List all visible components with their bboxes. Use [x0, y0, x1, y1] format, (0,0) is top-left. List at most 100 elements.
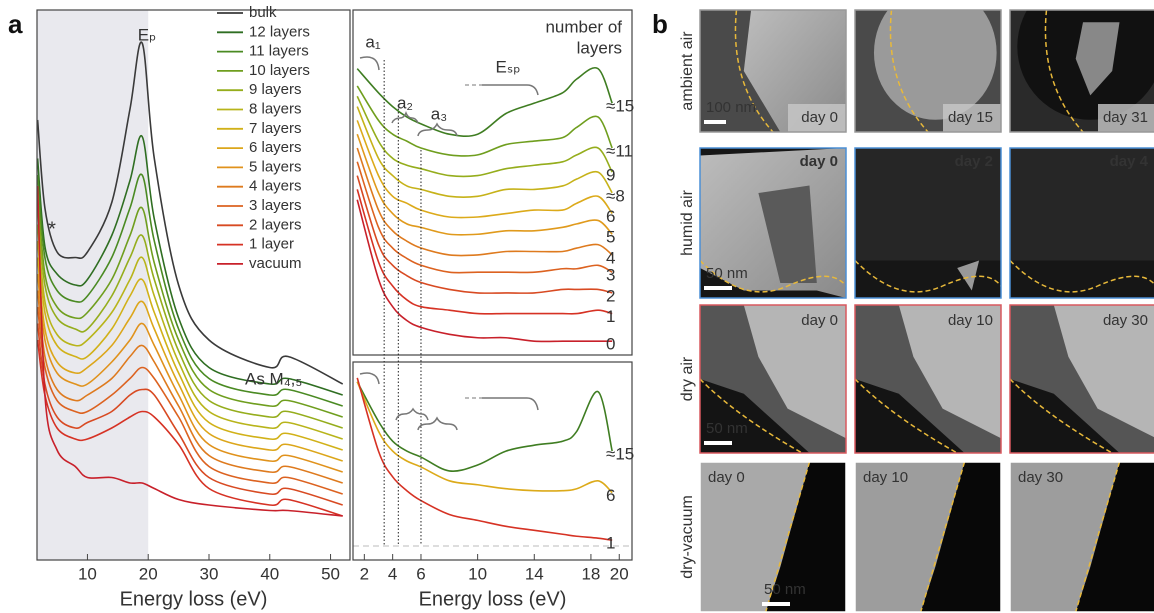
- spectrum-line: [36, 240, 343, 451]
- flake: [743, 10, 846, 132]
- scale-bar-label: 100 nm: [706, 99, 756, 116]
- frame-border: [854, 461, 1002, 613]
- x-axis-label: Energy loss (eV): [120, 588, 268, 610]
- scale-bar-label: 50 nm: [706, 265, 748, 282]
- plot-frame: [352, 361, 633, 561]
- day-label: day 30: [1103, 312, 1148, 329]
- bracket: [417, 122, 458, 137]
- x-tick-label: 20: [139, 564, 158, 583]
- legend-label: vacuum: [249, 255, 302, 272]
- legend-label: 10 layers: [249, 62, 310, 79]
- spectrum-line: [356, 133, 613, 236]
- x-tick-label: 10: [78, 564, 97, 583]
- spectrum-line: [36, 290, 343, 484]
- edge-line: [1010, 259, 1154, 293]
- image-frame: day 30: [1010, 305, 1154, 453]
- noise: [855, 148, 1001, 261]
- flake: [957, 260, 980, 291]
- noise: [1010, 148, 1154, 261]
- annotation: As M₄,₅: [245, 369, 302, 388]
- day-label: day 0: [800, 153, 838, 170]
- row-label: ambient air: [679, 31, 696, 111]
- legend-title: layers: [577, 38, 622, 57]
- frame-border: [1009, 9, 1154, 133]
- edge-line: [1044, 10, 1084, 132]
- x-tick-label: 14: [525, 564, 544, 583]
- series-label: 0: [606, 335, 615, 354]
- image-frame: day 0: [700, 462, 846, 612]
- spectrum-line: [36, 207, 343, 429]
- image-frame: day 0: [700, 148, 846, 298]
- legend-label: 3 layers: [249, 197, 302, 214]
- legend-label: 12 layers: [249, 23, 310, 40]
- flake: [873, 10, 997, 120]
- image-frame: day 31: [1010, 10, 1154, 132]
- series-label: 6: [606, 207, 615, 226]
- spectrum-line: [356, 95, 613, 178]
- edge-line: [1074, 462, 1121, 612]
- legend-label: 2 layers: [249, 216, 302, 233]
- legend-label: 7 layers: [249, 120, 302, 137]
- spectrum-line: [356, 161, 613, 274]
- edge-line: [855, 259, 1001, 293]
- annotation: *: [48, 218, 56, 240]
- series-label: 3: [606, 266, 615, 285]
- day-label: day 4: [1110, 153, 1149, 170]
- legend-label: 6 layers: [249, 139, 302, 156]
- flake: [1053, 305, 1154, 438]
- shaded-region: [37, 10, 149, 560]
- day-label: day 10: [863, 469, 908, 486]
- series-label: 1: [606, 534, 615, 553]
- day-label: day 30: [1018, 469, 1063, 486]
- panel-label: a: [8, 9, 23, 39]
- spectrum-line: [356, 147, 613, 257]
- series-label: 6: [606, 486, 615, 505]
- x-tick-label: 10: [468, 564, 487, 583]
- x-tick-label: 18: [581, 564, 600, 583]
- series-label: 1: [606, 307, 615, 326]
- legend-label: 8 layers: [249, 100, 302, 117]
- legend-title: number of: [545, 17, 622, 36]
- edge-line: [1010, 378, 1113, 453]
- spectrum-line: [36, 273, 343, 473]
- annotation: a₂: [397, 93, 413, 112]
- image-grid: ambient air day 0 100 nm day 15 day 31 humid …: [679, 9, 1154, 613]
- spectrum-line: [36, 224, 343, 440]
- series-label: ≈8: [606, 186, 625, 205]
- frame-border: [854, 147, 1002, 299]
- day-label: day 10: [948, 312, 993, 329]
- image-frame: day 0: [700, 10, 846, 132]
- spectrum-line: [36, 323, 343, 506]
- edge-line: [855, 378, 958, 453]
- day-label: day 31: [1103, 109, 1148, 126]
- day-label: day 15: [948, 109, 993, 126]
- legend-label: 5 layers: [249, 158, 302, 175]
- spectrum-line: [356, 175, 613, 294]
- frame-border: [1009, 304, 1154, 454]
- spectrum-line: [36, 191, 343, 418]
- plot-frame: [352, 9, 633, 356]
- x-tick-label: 20: [610, 564, 629, 583]
- scale-bar: [704, 120, 726, 124]
- edge-line: [700, 378, 803, 453]
- scale-bar-label: 50 nm: [764, 581, 806, 598]
- flake: [1075, 22, 1120, 96]
- spectrum-line: [356, 381, 613, 472]
- image-frame: day 0: [700, 305, 846, 453]
- series-label: 5: [606, 228, 615, 247]
- frame-border: [854, 304, 1002, 454]
- spectrum-line: [356, 66, 613, 137]
- day-label: day 0: [708, 469, 745, 486]
- series-label: ≈15: [606, 97, 634, 116]
- bracket: [359, 372, 380, 385]
- scale-bar: [704, 286, 732, 290]
- legend-label: 1 layer: [249, 236, 294, 253]
- scale-bar-label: 50 nm: [706, 420, 748, 437]
- spectrum-line: [36, 339, 343, 517]
- spectrum-line: [36, 306, 343, 495]
- frame-border: [699, 461, 847, 613]
- day-label: day 0: [801, 312, 838, 329]
- edge-line: [919, 462, 966, 612]
- spectrum-line: [356, 189, 613, 315]
